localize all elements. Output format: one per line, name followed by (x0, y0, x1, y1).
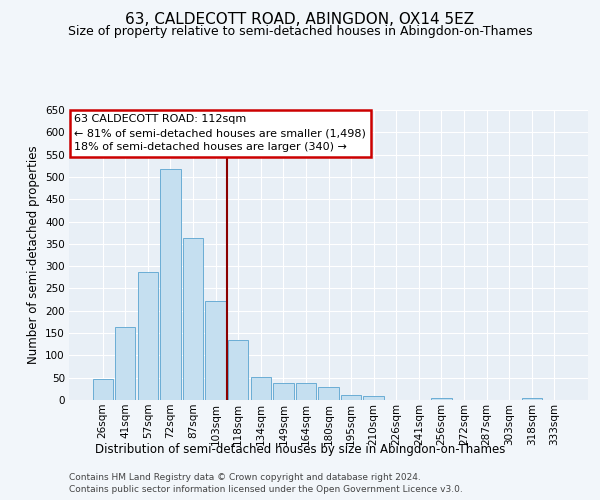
Bar (296, 384, 316, 400)
Bar (319, 387, 338, 400)
Bar (115, 328, 136, 400)
Bar (251, 377, 271, 400)
Bar (138, 272, 158, 400)
Bar (341, 394, 361, 400)
Bar (228, 340, 248, 400)
Text: 63 CALDECOTT ROAD: 112sqm
← 81% of semi-detached houses are smaller (1,498)
18% : 63 CALDECOTT ROAD: 112sqm ← 81% of semi-… (74, 114, 366, 152)
Y-axis label: Number of semi-detached properties: Number of semi-detached properties (26, 146, 40, 364)
Text: Size of property relative to semi-detached houses in Abingdon-on-Thames: Size of property relative to semi-detach… (68, 25, 532, 38)
Bar (205, 301, 226, 400)
Text: Distribution of semi-detached houses by size in Abingdon-on-Thames: Distribution of semi-detached houses by … (95, 442, 505, 456)
Text: 63, CALDECOTT ROAD, ABINGDON, OX14 5EZ: 63, CALDECOTT ROAD, ABINGDON, OX14 5EZ (125, 12, 475, 28)
Bar (273, 384, 293, 400)
Bar (92, 380, 113, 400)
Text: Contains public sector information licensed under the Open Government Licence v3: Contains public sector information licen… (69, 485, 463, 494)
Bar (364, 396, 384, 400)
Bar (160, 170, 181, 400)
Bar (183, 238, 203, 400)
Text: Contains HM Land Registry data © Crown copyright and database right 2024.: Contains HM Land Registry data © Crown c… (69, 472, 421, 482)
Bar (521, 398, 542, 400)
Bar (431, 398, 452, 400)
